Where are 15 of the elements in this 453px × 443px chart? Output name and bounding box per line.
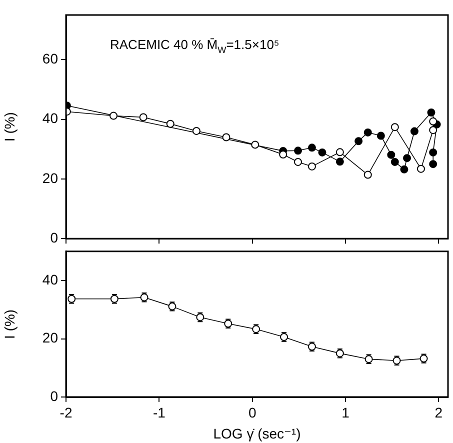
x-tick-label: 0 [248, 404, 256, 420]
y-tick-label: 40 [42, 110, 58, 126]
y-tick-label: 20 [42, 330, 58, 346]
y-axis-title: I (%) [1, 309, 18, 339]
y-tick-label: 40 [42, 271, 58, 288]
x-tick-label: -2 [60, 404, 72, 420]
y-tick-label: 60 [42, 50, 58, 67]
x-tick-label: 2 [434, 404, 443, 420]
x-tick-label: 1 [342, 404, 350, 420]
x-axis-title: LOG γ̇ (sec⁻¹) [213, 425, 301, 442]
y-axis-title: I (%) [1, 112, 18, 142]
y-tick-label: 20 [42, 170, 58, 186]
y-tick-label: 0 [50, 388, 58, 404]
x-tick-label: -1 [152, 404, 166, 420]
y-tick-label: 0 [50, 229, 58, 246]
